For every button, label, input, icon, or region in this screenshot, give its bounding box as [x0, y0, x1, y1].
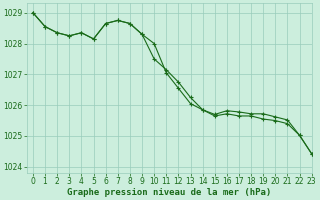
X-axis label: Graphe pression niveau de la mer (hPa): Graphe pression niveau de la mer (hPa) [67, 188, 271, 197]
